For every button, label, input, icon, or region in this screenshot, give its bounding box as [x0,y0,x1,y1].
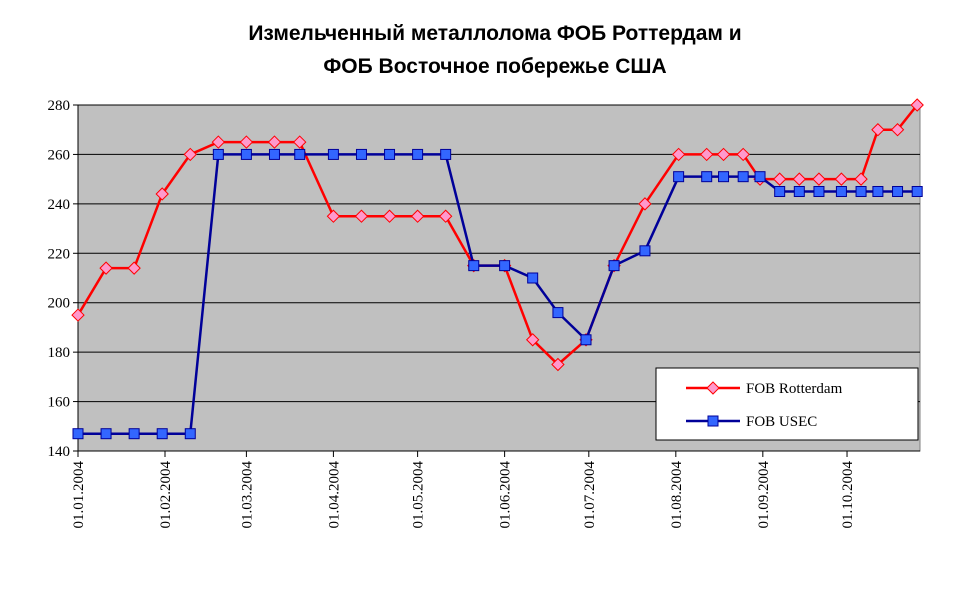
marker [293,135,307,149]
marker [835,186,847,197]
marker [155,187,169,201]
marker [327,148,339,160]
marker [384,148,396,160]
x-tick-label: 01.01.2004 [71,461,87,529]
marker [855,186,867,197]
marker [440,148,452,160]
marker [240,148,252,160]
marker [736,147,750,162]
marker [72,428,84,440]
marker [212,148,224,160]
y-tick-label: 200 [48,296,71,312]
marker [671,147,686,162]
x-tick-label: 01.02.2004 [158,461,174,529]
marker [128,428,140,440]
marker [71,308,85,322]
marker [354,209,369,223]
marker [718,171,730,183]
y-tick-label: 180 [48,345,71,361]
marker [127,261,141,275]
marker [608,260,620,272]
marker [854,172,868,186]
legend-marker [706,381,720,395]
y-tick-label: 220 [48,246,71,262]
marker [673,171,685,183]
marker [910,98,924,112]
x-tick-label: 01.08.2004 [669,461,685,529]
x-tick-label: 01.07.2004 [582,461,598,529]
x-tick-label: 01.05.2004 [411,461,427,529]
marker [355,148,367,160]
legend-marker [707,415,719,427]
marker [499,260,511,272]
marker [834,172,849,186]
series-line [78,153,918,435]
marker [871,123,885,137]
marker [872,186,884,197]
legend-label: FOB Rotterdam [746,381,843,397]
y-tick-label: 160 [48,395,71,411]
chart-title: Измельченный металлолома ФОБ Роттердам и [248,22,741,45]
y-tick-label: 280 [48,98,71,114]
marker [267,135,282,149]
legend-box [655,367,919,441]
marker [812,172,826,186]
marker [100,428,112,440]
marker [156,428,168,440]
marker [184,428,196,440]
legend-label: FOB USEC [746,414,817,430]
marker [638,197,652,211]
marker [552,307,564,319]
marker [890,123,905,137]
marker [580,334,592,346]
marker [326,209,341,223]
marker [410,209,425,223]
marker [412,148,424,160]
marker [813,186,825,197]
marker [699,147,714,162]
marker [527,272,539,284]
x-tick-label: 01.09.2004 [756,461,772,529]
marker [772,172,787,186]
marker [239,135,254,149]
marker [892,186,904,197]
marker [183,147,197,162]
marker [793,186,805,197]
marker [294,148,306,160]
marker [911,186,923,197]
marker [468,260,480,272]
marker [639,245,651,257]
y-tick-label: 260 [48,147,71,163]
marker [99,261,113,275]
marker [438,209,453,223]
marker [754,171,766,183]
marker [716,147,731,162]
x-tick-label: 01.06.2004 [498,461,514,529]
marker [211,135,226,149]
x-tick-label: 01.04.2004 [326,461,342,529]
marker [268,148,280,160]
chart-title: ФОБ Восточное побережье США [323,55,666,78]
y-tick-label: 240 [48,197,71,213]
marker [792,172,807,186]
marker [737,171,749,183]
x-tick-label: 01.10.2004 [840,461,856,529]
marker [701,171,713,183]
marker [551,357,565,372]
marker [382,209,397,223]
series-line [76,104,919,367]
x-tick-label: 01.03.2004 [239,461,255,529]
y-tick-label: 140 [48,444,71,460]
marker [525,333,540,347]
marker [774,186,786,197]
